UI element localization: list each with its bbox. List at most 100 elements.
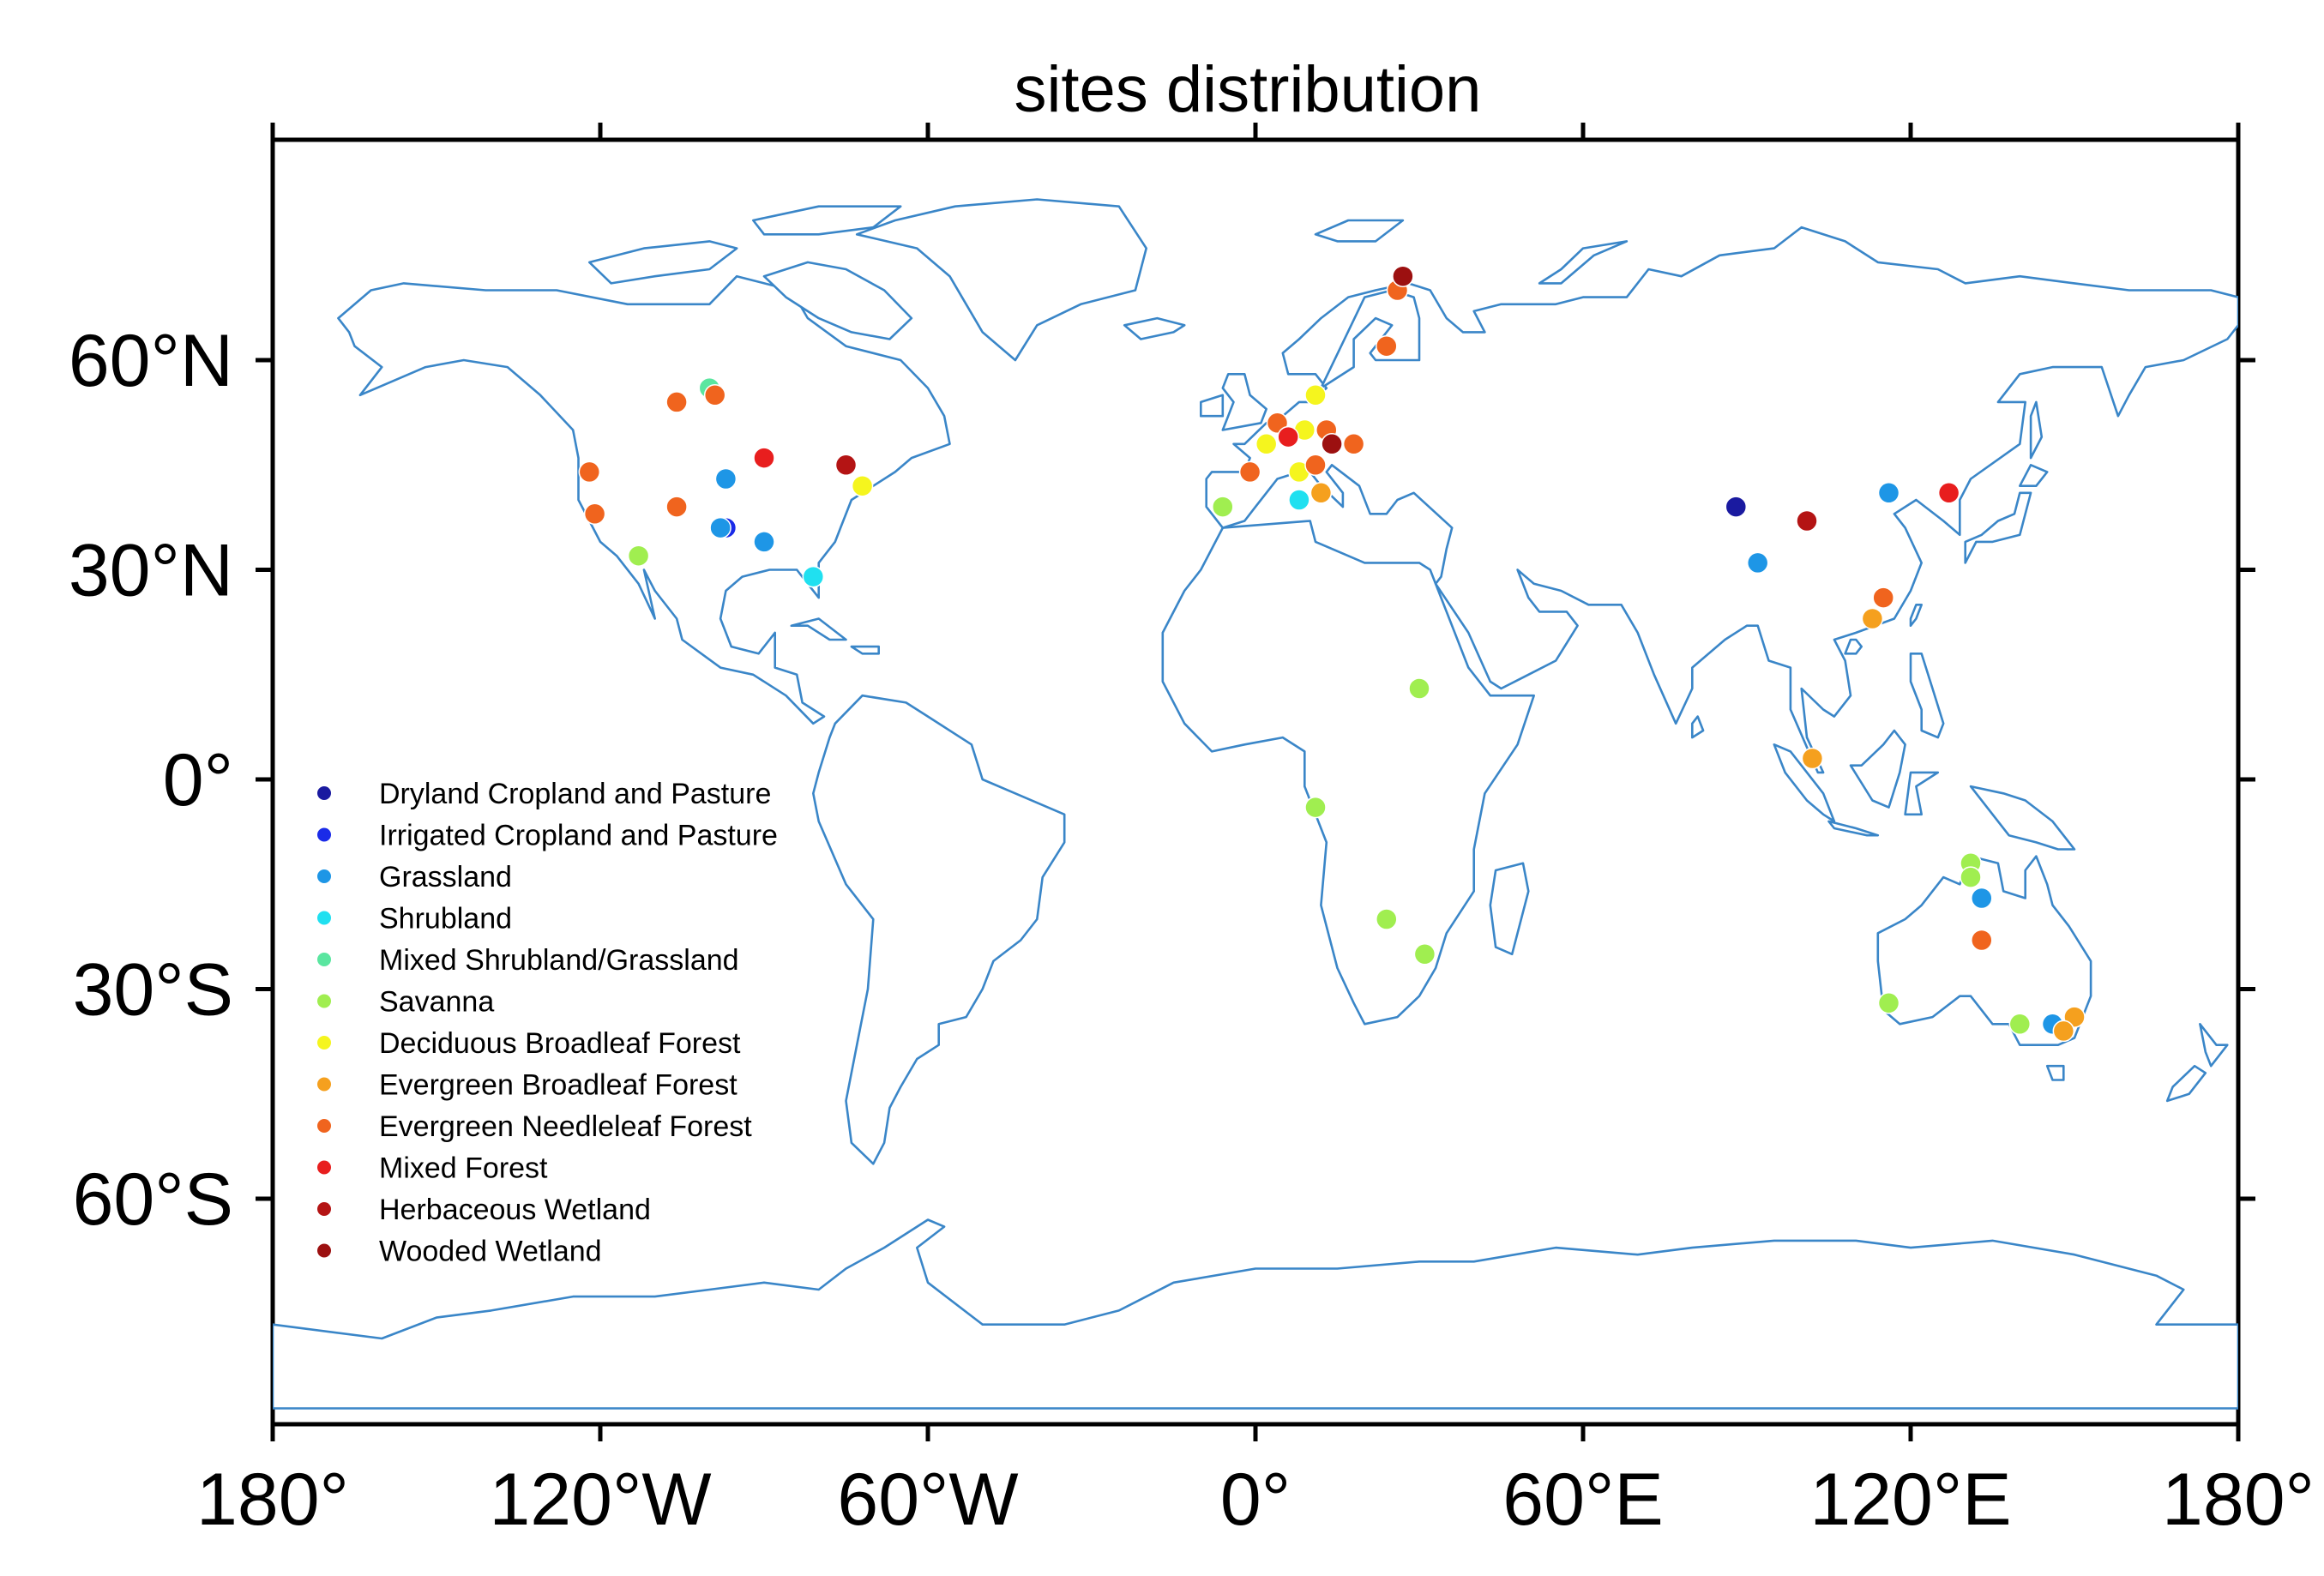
hainan-coastline	[1844, 638, 1863, 655]
legend-swatch	[317, 827, 331, 842]
site-marker	[1877, 482, 1900, 504]
madagascar-coastline	[1489, 862, 1530, 956]
site-marker	[1277, 425, 1299, 448]
site-marker	[1746, 551, 1769, 574]
coastlines	[273, 198, 2238, 1410]
great-britain-coastline	[1221, 373, 1267, 431]
taiwan-coastline	[1909, 604, 1923, 627]
site-marker	[1725, 496, 1748, 518]
site-marker	[834, 454, 858, 477]
x-tick-label: 180°	[2162, 1459, 2315, 1541]
ireland-coastline	[1200, 394, 1225, 418]
y-tick-label: 60°S	[73, 1158, 233, 1241]
arctic-archipelago-coastline	[588, 240, 738, 285]
legend-label: Wooded Wetland	[379, 1236, 602, 1268]
legend-label: Savanna	[379, 986, 494, 1019]
iceland-coastline	[1123, 316, 1186, 340]
north-america-coastline	[337, 274, 951, 725]
site-marker	[1310, 482, 1333, 504]
x-tick-label: 60°E	[1502, 1459, 1663, 1541]
eurasia-coastline	[1205, 226, 2238, 774]
legend-label: Evergreen Needleleaf Forest	[379, 1110, 752, 1143]
legend-label: Mixed Forest	[379, 1152, 548, 1185]
axis-ticks	[256, 123, 2255, 1441]
legend-swatch	[317, 786, 331, 800]
map-title: sites distribution	[1014, 53, 1482, 126]
site-marker	[665, 496, 688, 518]
legend-swatch	[317, 953, 331, 966]
legend: Dryland Cropland and Pasture Irrigated Cr…	[317, 778, 778, 1268]
axis-tick-labels: 180° 120°W 60°W 0° 60°E 120°E 180° 60°N 30°N 0° 30…	[69, 320, 2315, 1541]
legend-label: Herbaceous Wetland	[379, 1194, 651, 1226]
legend-swatch	[317, 1077, 331, 1092]
java-coastline	[1827, 820, 1880, 837]
site-marker	[1801, 747, 1824, 770]
x-tick-label: 180°	[196, 1459, 349, 1541]
legend-swatch	[317, 1119, 331, 1133]
south-america-coastline	[812, 694, 1066, 1165]
y-tick-label: 60°N	[69, 320, 233, 402]
legend-label: Irrigated Cropland and Pasture	[379, 820, 778, 852]
legend-label: Shrubland	[379, 903, 512, 935]
y-tick-label: 30°S	[73, 949, 233, 1032]
x-tick-label: 120°W	[489, 1459, 711, 1541]
africa-coastline	[1161, 520, 1535, 1026]
site-marker	[1342, 433, 1365, 455]
site-marker	[1408, 677, 1430, 700]
legend-label: Evergreen Broadleaf Forest	[379, 1069, 738, 1102]
site-marker	[2008, 1013, 2032, 1036]
site-marker	[1796, 509, 1818, 532]
site-marker	[703, 384, 726, 406]
site-marker	[1861, 607, 1884, 630]
site-marker	[802, 565, 825, 588]
x-tick-label: 60°W	[837, 1459, 1018, 1541]
new-zealand-north-coastline	[2199, 1023, 2229, 1068]
site-marker	[1960, 866, 1982, 888]
sri-lanka-coastline	[1691, 715, 1705, 739]
hispaniola-coastline	[850, 645, 880, 655]
site-marker	[1304, 454, 1327, 477]
antarctica-coastline	[273, 1218, 2238, 1410]
legend-swatch	[317, 994, 331, 1008]
hokkaido-coastline	[2019, 464, 2049, 487]
site-marker	[1971, 929, 1993, 952]
site-marker	[851, 474, 874, 497]
legend-swatch	[317, 911, 331, 925]
site-marker	[1212, 496, 1234, 518]
new-guinea-coastline	[1969, 785, 2076, 851]
tasmania-coastline	[2045, 1064, 2065, 1081]
site-marker	[753, 447, 775, 469]
site-marker	[627, 544, 650, 567]
ellesmere-coastline	[752, 205, 902, 236]
site-marker	[1321, 433, 1343, 455]
y-tick-label: 30°N	[69, 530, 233, 612]
new-zealand-south-coastline	[2165, 1064, 2207, 1103]
novaya-zemlya-coastline	[1538, 240, 1629, 285]
site-marker	[753, 531, 775, 553]
baffin-island-coastline	[762, 261, 913, 340]
x-tick-label: 0°	[1220, 1459, 1291, 1541]
site-marker	[1872, 586, 1894, 609]
legend-swatch	[317, 1202, 331, 1216]
site-marker	[714, 467, 738, 490]
svalbard-coastline	[1314, 219, 1405, 243]
legend-swatch	[317, 869, 331, 883]
site-marker	[1877, 992, 1900, 1014]
site-marker	[578, 460, 601, 484]
site-marker	[1392, 265, 1414, 287]
legend-swatch	[317, 1160, 331, 1175]
site-marker	[665, 391, 688, 413]
borneo-coastline	[1849, 729, 1906, 809]
sumatra-coastline	[1773, 743, 1836, 823]
site-marker	[1304, 796, 1327, 819]
y-tick-label: 0°	[163, 739, 233, 821]
site-marker	[1376, 334, 1398, 358]
sakhalin-coastline	[2029, 400, 2044, 460]
sulawesi-coastline	[1904, 771, 1940, 816]
greenland-coastline	[855, 198, 1147, 362]
site-marker	[1971, 887, 1993, 910]
legend-swatch	[317, 1036, 331, 1050]
site-marker	[1937, 482, 1960, 504]
